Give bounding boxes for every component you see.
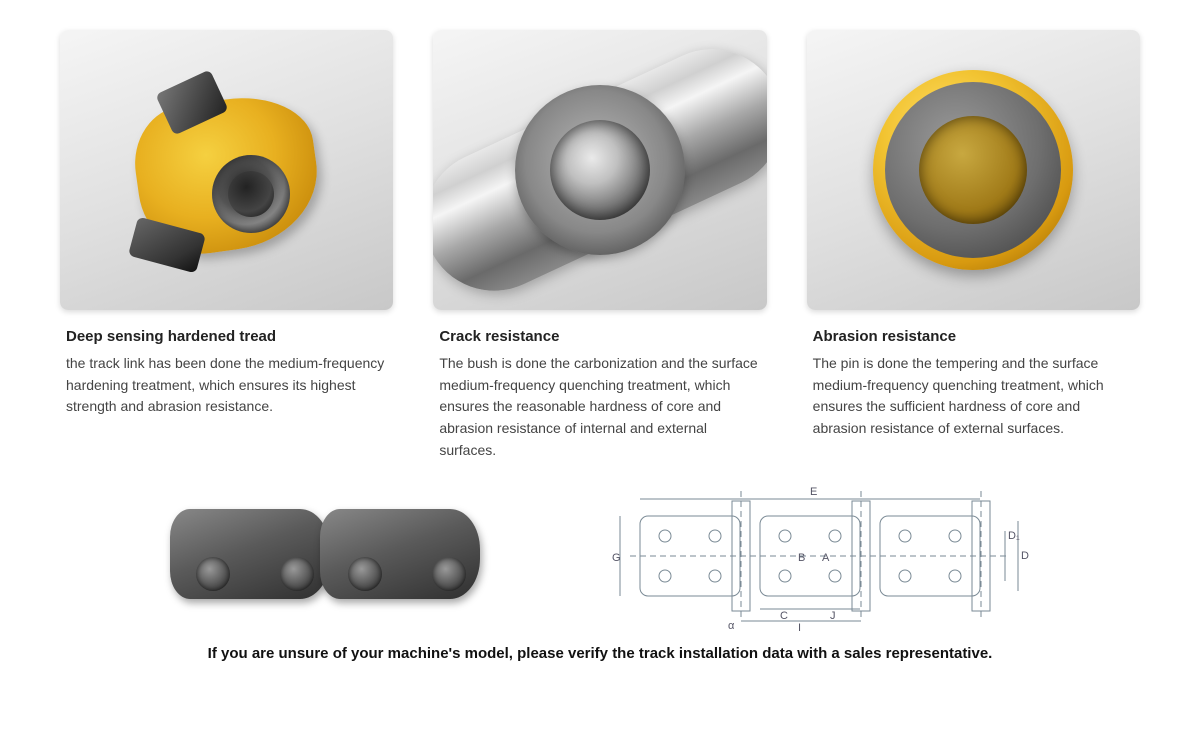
dim-label-d1: D₁ xyxy=(1008,530,1020,542)
dim-label-e: E xyxy=(810,486,817,498)
card-abrasion-title: Abrasion resistance xyxy=(807,328,1140,345)
card-crack-image xyxy=(433,30,766,310)
card-abrasion: Abrasion resistance The pin is done the … xyxy=(807,30,1140,461)
dim-label-alpha: α xyxy=(728,620,735,631)
card-abrasion-image xyxy=(807,30,1140,310)
dim-label-i: I xyxy=(798,622,801,631)
dim-label-d: D xyxy=(1021,550,1029,562)
card-crack: Crack resistance The bush is done the ca… xyxy=(433,30,766,461)
feature-cards-row: Deep sensing hardened tread the track li… xyxy=(60,30,1140,461)
track-dimension-diagram: E G B A D₁ D C J α I xyxy=(610,481,1030,631)
card-crack-title: Crack resistance xyxy=(433,328,766,345)
card-tread-image xyxy=(60,30,393,310)
card-crack-desc: The bush is done the carbonization and t… xyxy=(433,353,766,461)
card-tread: Deep sensing hardened tread the track li… xyxy=(60,30,393,461)
dim-label-a: A xyxy=(822,552,830,564)
dim-label-b: B xyxy=(798,552,805,564)
card-abrasion-desc: The pin is done the tempering and the su… xyxy=(807,353,1140,440)
bottom-illustrations: E G B A D₁ D C J α I xyxy=(60,481,1140,631)
dim-label-j: J xyxy=(830,610,836,622)
dim-label-c: C xyxy=(780,610,788,622)
footer-note: If you are unsure of your machine's mode… xyxy=(60,645,1140,662)
card-tread-title: Deep sensing hardened tread xyxy=(60,328,393,345)
card-tread-desc: the track link has been done the medium-… xyxy=(60,353,393,418)
dim-label-g: G xyxy=(612,552,621,564)
track-chain-photo xyxy=(170,491,490,621)
